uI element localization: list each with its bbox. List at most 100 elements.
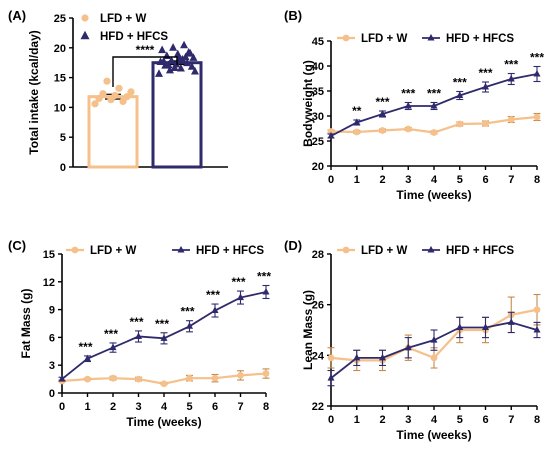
significance-label: *** [206, 288, 220, 302]
x-tick-label: 8 [263, 401, 269, 413]
data-point [99, 90, 107, 98]
data-point [159, 56, 168, 65]
x-tick-label: 3 [405, 414, 411, 426]
data-point [211, 374, 219, 382]
x-tick-label: 3 [405, 174, 411, 186]
data-point [111, 91, 119, 100]
significance-bracket [112, 56, 178, 87]
legend-marker [342, 34, 350, 42]
data-point [186, 322, 193, 329]
x-axis-title: Time (weeks) [126, 415, 201, 429]
data-point [507, 318, 515, 325]
data-point [327, 128, 335, 135]
legend-label: HFD + HFCS [196, 245, 264, 257]
y-axis-title: Lean Mass (g) [301, 290, 315, 370]
series-hfd-hfcs [327, 65, 541, 139]
data-point [237, 371, 244, 379]
data-point [135, 332, 142, 340]
data-point [353, 128, 361, 136]
data-point [430, 101, 438, 109]
panel-label: (B) [284, 8, 302, 23]
legend-label: LFD + W [90, 245, 136, 257]
x-tick-label: 7 [237, 401, 243, 413]
data-point [160, 334, 168, 341]
significance-label: *** [78, 340, 92, 354]
x-tick-label: 7 [508, 174, 514, 186]
data-point [84, 375, 91, 383]
bar [151, 61, 203, 169]
x-tick-label: 0 [328, 414, 334, 426]
y-tick-label: 35 [312, 86, 324, 98]
x-tick-label: 4 [161, 401, 168, 413]
legend-label: HFD + HFCS [100, 31, 168, 43]
data-point [482, 82, 489, 90]
x-tick-label: 3 [135, 401, 141, 413]
significance-label: *** [504, 58, 518, 72]
y-tick-label: 9 [49, 305, 55, 317]
legend-marker [71, 246, 79, 254]
x-tick-label: 1 [354, 174, 360, 186]
y-axis-title: Fat Mass (g) [19, 288, 33, 358]
x-tick-label: 2 [110, 401, 116, 413]
data-point [191, 66, 199, 75]
x-axis-title: Time (weeks) [396, 428, 471, 442]
significance-label: *** [129, 315, 143, 329]
data-point [533, 69, 541, 77]
panel-d: (D) 22 24 26 28 Lean Mass (g) 0 1 2 3 4 5 6 7 8 Time (w… [284, 238, 541, 442]
panel-label: (D) [284, 238, 302, 253]
x-tick-label: 6 [482, 414, 488, 426]
x-tick-label: 1 [84, 401, 90, 413]
data-point [186, 49, 195, 57]
data-point [211, 306, 219, 314]
y-tick-label: 0 [60, 162, 66, 174]
data-point [167, 56, 176, 64]
data-point [183, 58, 192, 67]
x-tick-label: 4 [431, 414, 438, 426]
data-point [165, 65, 174, 74]
data-point [430, 354, 438, 362]
significance-label: ** [352, 104, 362, 118]
x-tick-label: 8 [534, 174, 540, 186]
y-tick-label: 22 [312, 401, 324, 413]
data-point [109, 343, 117, 351]
data-point [181, 52, 190, 61]
data-point [533, 113, 541, 121]
data-point [187, 62, 196, 70]
y-tick-label: 25 [312, 136, 324, 148]
significance-label: *** [453, 76, 467, 90]
x-tick-label: 1 [354, 414, 360, 426]
data-point [327, 131, 335, 139]
data-point [379, 109, 386, 117]
data-point [353, 118, 361, 126]
data-point [533, 306, 541, 314]
data-point [456, 323, 464, 330]
series-hfd-hfcs [327, 311, 541, 387]
legend-marker [427, 245, 435, 253]
significance-label: *** [401, 87, 415, 101]
y-tick-label: 15 [43, 249, 55, 261]
data-point [456, 91, 464, 99]
data-point [91, 100, 99, 108]
data-point [84, 354, 91, 362]
x-tick-label: 4 [431, 174, 438, 186]
data-point [404, 101, 412, 109]
data-point [95, 94, 103, 103]
series-lfd-w [58, 368, 270, 388]
data-point [109, 374, 117, 382]
x-tick-label: 8 [534, 414, 540, 426]
y-tick-label: 40 [312, 61, 324, 73]
x-tick-label: 0 [59, 401, 65, 413]
legend-label: LFD + W [361, 33, 407, 45]
data-point [379, 353, 386, 361]
panel-label: (C) [8, 238, 26, 253]
y-axis-title: Bodyweight (g) [301, 60, 315, 147]
data-point [123, 93, 131, 101]
data-point [262, 287, 270, 295]
significance-label: **** [136, 43, 155, 57]
legend-marker [80, 30, 90, 40]
data-point [237, 293, 244, 301]
data-point [189, 53, 198, 61]
data-point [482, 323, 489, 330]
